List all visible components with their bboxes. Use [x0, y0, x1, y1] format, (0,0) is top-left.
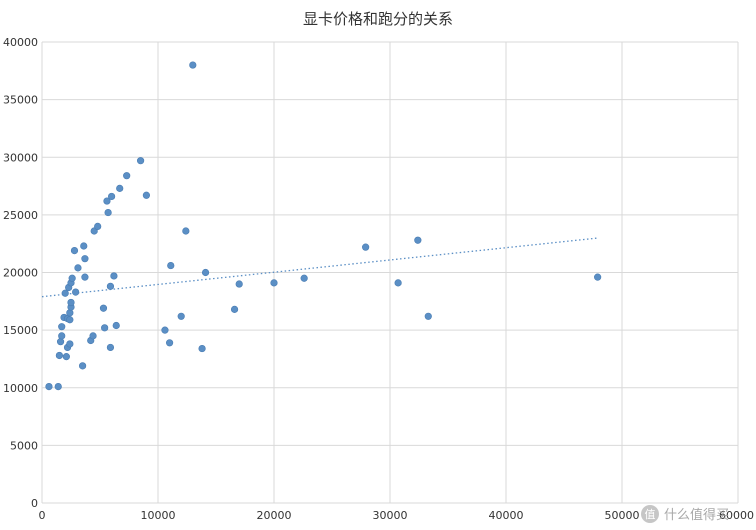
data-point — [106, 343, 115, 352]
y-tick-label: 40000 — [3, 36, 38, 49]
data-point — [142, 191, 150, 199]
data-point — [394, 279, 402, 287]
data-point — [70, 247, 79, 255]
y-axis-ticks: 0 5000 10000 15000 20000 25000 30000 35000 40000 — [3, 36, 38, 510]
x-tick-label: 20000 — [257, 509, 292, 522]
data-point — [230, 305, 239, 313]
data-point — [424, 312, 432, 320]
data-point — [106, 282, 115, 290]
data-point — [58, 323, 66, 331]
x-axis-ticks: 0 10000 20000 30000 40000 50000 60000 — [39, 509, 755, 522]
data-points — [45, 61, 602, 391]
y-tick-label: 20000 — [3, 267, 38, 280]
data-point — [67, 298, 75, 307]
data-point — [201, 268, 210, 277]
x-tick-label: 0 — [39, 509, 46, 522]
data-point — [112, 321, 120, 330]
data-point — [78, 362, 87, 370]
data-point — [66, 340, 74, 348]
data-point — [198, 344, 206, 353]
data-point — [66, 309, 74, 317]
data-point — [594, 273, 602, 281]
data-point — [123, 172, 131, 180]
data-point — [61, 289, 69, 297]
data-point — [80, 242, 88, 250]
y-tick-label: 0 — [31, 497, 38, 510]
data-point — [414, 236, 422, 244]
y-tick-label: 15000 — [3, 324, 38, 337]
data-point — [99, 304, 108, 312]
data-point — [137, 157, 145, 165]
data-point — [166, 339, 174, 347]
x-tick-label: 30000 — [373, 509, 408, 522]
data-point — [81, 273, 89, 281]
data-point — [74, 264, 82, 272]
data-point — [66, 316, 74, 324]
y-tick-label: 10000 — [3, 382, 38, 395]
data-point — [62, 353, 70, 361]
y-tick-label: 30000 — [3, 151, 38, 164]
x-tick-label: 40000 — [489, 509, 524, 522]
data-point — [177, 312, 185, 320]
data-point — [167, 261, 175, 270]
watermark-logo: 值 什么值得买 — [641, 505, 729, 523]
data-point — [81, 255, 89, 263]
data-point — [56, 338, 65, 346]
grid — [41, 41, 739, 504]
data-point — [103, 197, 111, 205]
data-point — [107, 192, 116, 201]
data-point — [68, 274, 76, 282]
data-point — [362, 243, 370, 251]
data-point — [189, 61, 197, 69]
data-point — [45, 382, 53, 391]
data-point — [104, 208, 112, 217]
y-tick-label: 25000 — [3, 209, 38, 222]
data-point — [235, 280, 243, 288]
data-point — [55, 351, 64, 360]
data-point — [161, 326, 169, 334]
data-point — [182, 227, 190, 235]
x-tick-label: 60000 — [719, 509, 754, 522]
watermark-text: 什么值得买 — [664, 507, 729, 523]
data-point — [54, 382, 62, 391]
x-tick-label: 10000 — [141, 509, 176, 522]
data-point — [116, 184, 124, 192]
data-point — [94, 222, 102, 230]
data-point — [89, 332, 97, 340]
trendline — [41, 237, 599, 298]
data-point — [110, 272, 118, 280]
y-tick-label: 35000 — [3, 94, 38, 107]
data-point — [270, 279, 278, 287]
data-point — [300, 274, 308, 282]
y-tick-label: 5000 — [10, 439, 38, 452]
svg-text:值: 值 — [645, 508, 656, 521]
data-point — [101, 324, 109, 332]
chart-title: 显卡价格和跑分的关系 — [303, 10, 453, 28]
data-point — [58, 332, 66, 340]
data-point — [72, 288, 80, 296]
x-tick-label: 50000 — [605, 509, 640, 522]
